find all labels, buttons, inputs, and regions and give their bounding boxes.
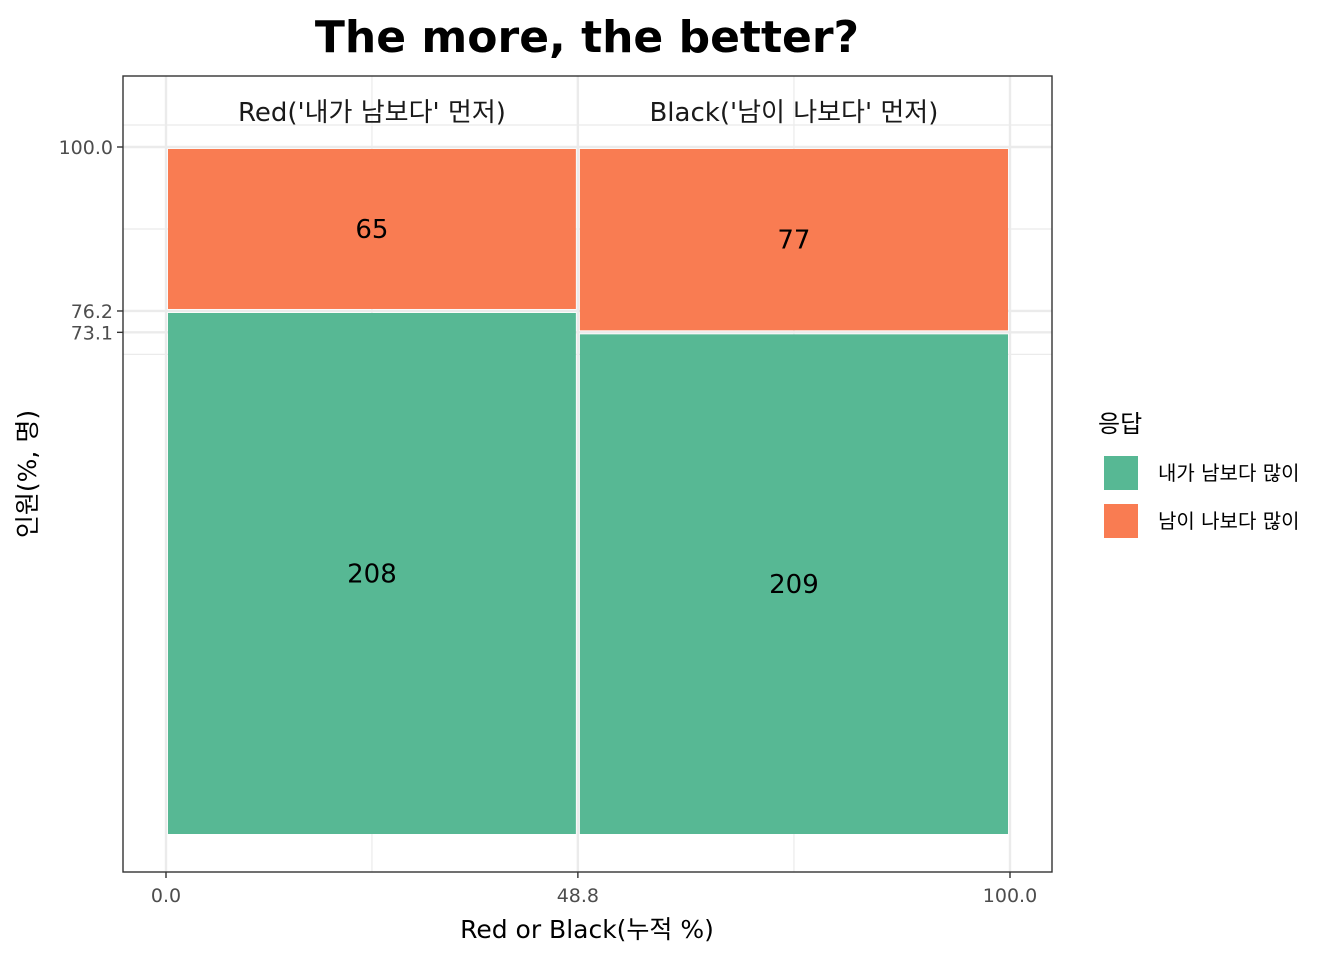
- chart-title: The more, the better?: [315, 12, 859, 63]
- legend-key: [1104, 504, 1138, 538]
- mosaic-cell: [168, 312, 576, 834]
- cell-count-label: 208: [347, 559, 397, 589]
- plot-area: 208 65 Red('내가 남보다' 먼저) 209 77 Black('남이 나보다'…: [59, 75, 1053, 907]
- facet-strip-label: Black('남이 나보다' 먼저): [649, 98, 938, 128]
- x-tick-label: 100.0: [983, 885, 1037, 907]
- x-tick-label: 48.8: [557, 885, 599, 907]
- cell-count-label: 65: [355, 215, 388, 245]
- legend-label: 내가 남보다 많이: [1158, 461, 1300, 485]
- legend-key: [1104, 456, 1138, 490]
- facet-strip-label: Red('내가 남보다' 먼저): [238, 98, 506, 128]
- mosaic-cell: [168, 149, 576, 309]
- legend-title: 응답: [1098, 410, 1142, 438]
- legend-label: 남이 나보다 많이: [1158, 509, 1300, 533]
- y-tick-label: 76.2: [71, 301, 113, 323]
- mosaic-cell: [579, 334, 1008, 834]
- cell-count-label: 77: [777, 226, 810, 256]
- x-axis-title: Red or Black(누적 %): [460, 915, 714, 944]
- panel-border: [122, 75, 1053, 873]
- mosaic-cell: [579, 149, 1008, 331]
- y-axis-title: 인원(%, 명): [13, 410, 42, 538]
- y-tick-label: 73.1: [71, 322, 113, 344]
- y-tick-label: 100.0: [59, 137, 113, 159]
- cell-count-label: 209: [769, 570, 819, 600]
- x-tick-label: 0.0: [151, 885, 181, 907]
